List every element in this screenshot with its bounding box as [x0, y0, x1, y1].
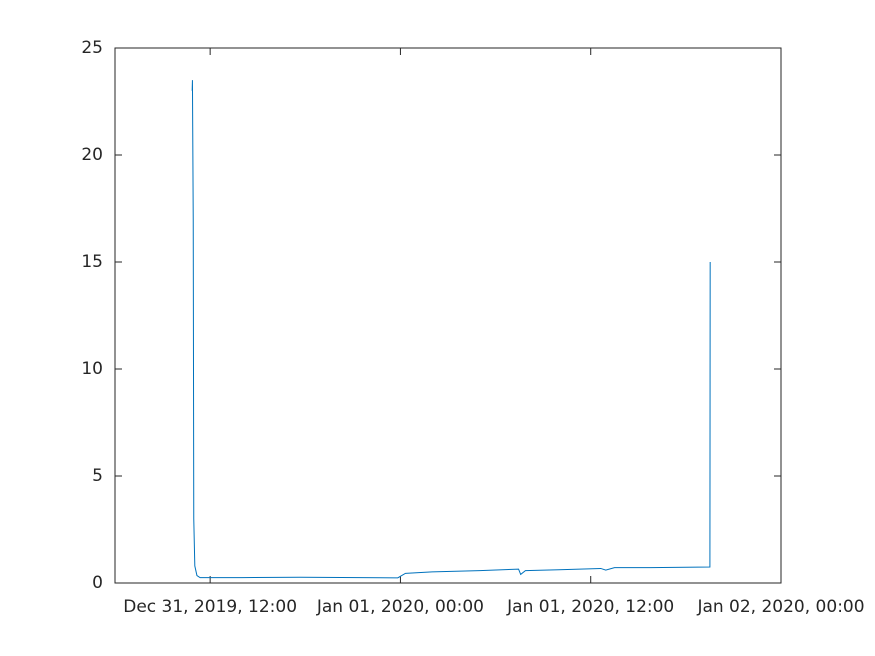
- y-tick-label: 10: [81, 359, 103, 379]
- y-tick-label: 15: [81, 252, 103, 272]
- axes-box: [114, 47, 782, 584]
- x-tick-label: Jan 02, 2020, 00:00: [696, 597, 864, 617]
- x-tick-label: Jan 01, 2020, 12:00: [506, 597, 674, 617]
- y-tick-label: 0: [92, 573, 103, 593]
- x-tick-label: Jan 01, 2020, 00:00: [316, 597, 484, 617]
- y-tick-label: 5: [92, 466, 103, 486]
- data-line: [191, 80, 711, 579]
- y-tick-label: 20: [81, 145, 103, 165]
- y-tick-label: 25: [81, 38, 103, 58]
- x-tick-label: Dec 31, 2019, 12:00: [123, 597, 297, 617]
